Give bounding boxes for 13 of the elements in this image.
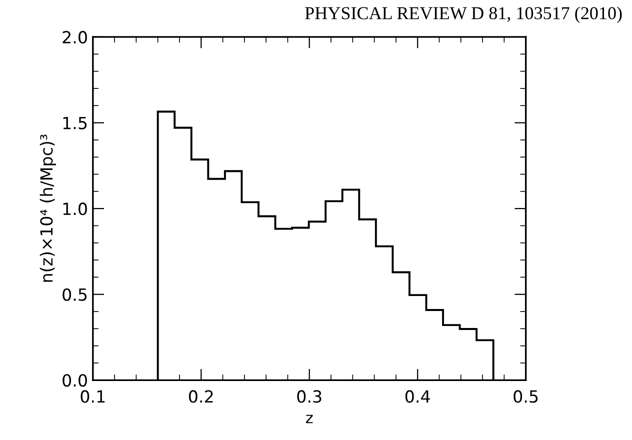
y-tick-label: 1.0 <box>63 202 87 216</box>
y-axis-title: n(z)×10⁴ (h/Mpc)³ <box>40 134 56 282</box>
y-tick-label: 0.5 <box>62 288 87 301</box>
x-axis-title: z <box>306 414 313 424</box>
y-tick-label: 1.5 <box>63 116 87 130</box>
x-tick-label: 0.2 <box>188 390 213 403</box>
x-tick-label: 0.4 <box>405 390 430 403</box>
x-tick-label: 0.1 <box>80 390 105 403</box>
x-tick-label: 0.5 <box>514 390 538 403</box>
y-tick-label: 0.0 <box>62 374 87 387</box>
x-tick-label: 0.3 <box>297 390 322 403</box>
y-tick-label: 2.0 <box>62 30 87 44</box>
text: PHYSICAL REVIEW D 81, 103517 (2010) <box>305 6 622 23</box>
